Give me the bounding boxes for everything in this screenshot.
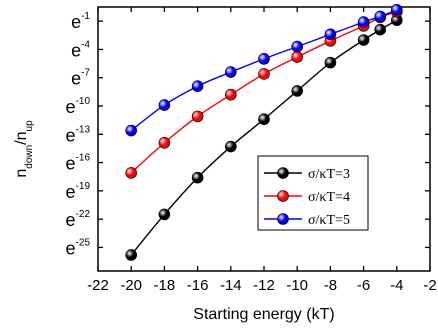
y-tick-exponent: -22 (76, 209, 91, 220)
x-tick-label: -8 (324, 277, 337, 294)
series-point (225, 66, 237, 78)
y-tick-label: e-7 (71, 68, 90, 89)
x-tick-label: -16 (187, 277, 209, 294)
y-tick-base: e (66, 154, 76, 174)
y-tick-exponent: -4 (81, 39, 90, 50)
y-tick-label: e-4 (71, 39, 90, 60)
y-tick-exponent: -1 (81, 11, 90, 22)
y-tick-exponent: -19 (76, 181, 91, 192)
x-tick-label: -6 (357, 277, 370, 294)
series-point (291, 40, 304, 53)
series-point (125, 249, 137, 261)
series-point (225, 140, 237, 153)
series-point (357, 34, 370, 46)
y-tick-base: e (66, 238, 76, 258)
x-axis-title: Starting energy (kT) (193, 306, 334, 323)
series-point (291, 85, 304, 97)
y-tick-label: e-10 (66, 96, 91, 117)
series-point (258, 113, 270, 125)
y-axis-title: ndown/nup (13, 120, 35, 178)
y-tick-label: e-19 (66, 181, 91, 202)
series-group (125, 4, 403, 137)
series-point (374, 10, 387, 23)
x-tick-label: -10 (286, 277, 308, 294)
series-point (191, 110, 204, 123)
y-tick-exponent: -25 (76, 237, 91, 248)
series-point (324, 56, 337, 69)
series-point (291, 51, 304, 63)
legend-label: σ/κT=5 (308, 213, 350, 228)
series-point (357, 16, 370, 28)
legend-marker (277, 167, 289, 179)
y-tick-base: e (66, 210, 76, 230)
series-line (130, 9, 398, 132)
y-tick-label: e-22 (66, 209, 91, 230)
x-tick-label: -20 (120, 277, 142, 294)
x-tick-label: -4 (390, 277, 403, 294)
y-tick-base: e (71, 12, 81, 32)
y-axis-ticks: e-1e-4e-7e-10e-13e-16e-19e-22e-25 (66, 11, 430, 258)
x-axis-ticks: -22 -20 -18 -16 -14 -12 -10 -8 -6 -4 -2 (87, 7, 437, 294)
y-tick-label: e-13 (66, 124, 91, 145)
series-point (125, 124, 137, 137)
y-tick-base: e (71, 69, 81, 89)
y-axis-title-sub-up: up (24, 120, 35, 132)
series-group (125, 5, 403, 179)
legend-label: σ/κT=4 (308, 190, 350, 205)
series-line (130, 19, 398, 256)
series-point (225, 88, 237, 101)
series-point (324, 28, 337, 41)
series-point (158, 136, 171, 149)
legend-label: σ/κT=3 (308, 167, 350, 182)
y-tick-exponent: -7 (81, 68, 90, 79)
x-tick-label: -22 (87, 277, 109, 294)
y-axis-title-sub-down: down (24, 145, 35, 169)
series-point (390, 4, 403, 16)
legend-items: σ/κT=3 σ/κT=4 σ/κT=5 (264, 167, 350, 228)
x-tick-label: -12 (253, 277, 275, 294)
y-tick-label: e-16 (66, 153, 91, 174)
y-tick-label: e-25 (66, 237, 91, 258)
y-tick-base: e (66, 97, 76, 117)
series-point (191, 80, 204, 92)
y-axis-title-main: n (13, 169, 30, 178)
y-tick-base: e (71, 40, 81, 60)
series-point (258, 68, 270, 80)
x-tick-label: -14 (220, 277, 242, 294)
series-point (125, 167, 137, 179)
series-point (158, 208, 171, 221)
legend-marker (277, 190, 289, 202)
series-point (158, 99, 171, 111)
legend-box (257, 155, 369, 231)
y-tick-base: e (66, 182, 76, 202)
x-tick-label: -2 (423, 277, 436, 294)
y-tick-label: e-1 (71, 11, 90, 32)
series-point (258, 53, 270, 65)
series-line (130, 11, 398, 174)
y-tick-exponent: -13 (76, 124, 91, 135)
series-layer (125, 4, 403, 261)
series-point (191, 171, 204, 184)
y-tick-base: e (66, 125, 76, 145)
y-tick-exponent: -16 (76, 153, 91, 164)
x-tick-label: -18 (154, 277, 176, 294)
y-axis-title-sep: /n (13, 131, 30, 144)
y-tick-exponent: -10 (76, 96, 91, 107)
series-group (125, 14, 403, 261)
legend-marker (277, 213, 289, 225)
series-point (374, 23, 387, 36)
plot-frame (97, 6, 431, 272)
legend: σ/κT=3 σ/κT=4 σ/κT=5 (257, 155, 369, 231)
